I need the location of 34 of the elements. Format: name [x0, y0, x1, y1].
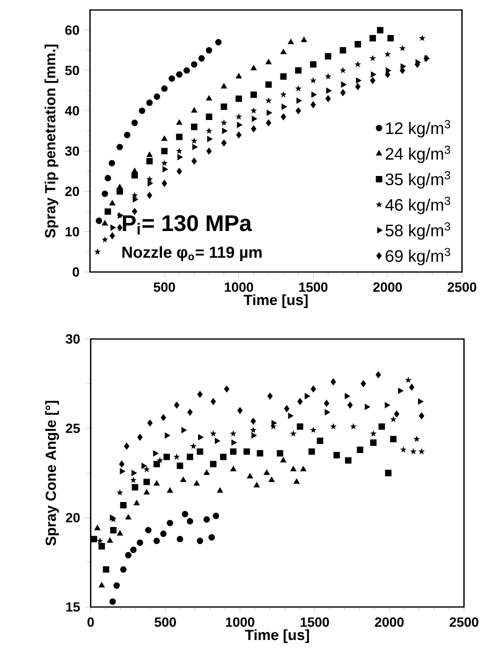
legend-label: 58 kg/m$^{3}$	[385, 222, 450, 240]
y-tick-label: 15	[66, 602, 80, 612]
annotation: Nozzle φ$_{o}$= 119 µm	[122, 246, 262, 262]
y-tick-label: 0	[72, 267, 79, 277]
x-tick-label: 500	[154, 617, 176, 627]
y-tick-label: 40	[64, 106, 79, 116]
x-tick-label: 2000	[373, 282, 402, 292]
y-tick-label: 20	[66, 512, 80, 522]
x-tick-label: 2000	[374, 617, 404, 627]
x-tick-label: 500	[154, 282, 175, 292]
x-tick-label: 2500	[448, 282, 476, 292]
legend-label: 35 kg/m$^{3}$	[385, 171, 450, 189]
y-tick-label: 10	[65, 226, 79, 236]
y-tick-label: 30	[64, 146, 79, 156]
x-tick-label: 0	[87, 617, 94, 627]
legend-label: 12 kg/m$^{3}$	[386, 120, 450, 138]
y-axis-title: Spray Cone Angle [°]	[45, 400, 59, 546]
x-tick-label: 1000	[224, 282, 253, 292]
x-axis-title: Time [us]	[244, 629, 309, 643]
y-tick-label: 30	[66, 334, 80, 344]
x-tick-label: 1500	[300, 617, 329, 627]
y-axis-title: Spray Tip penetration [mm.]	[44, 44, 58, 238]
annotation: P$_{i}$= 130 MPa	[122, 215, 252, 235]
x-tick-label: 1500	[299, 282, 328, 292]
x-tick-label: 1000	[226, 617, 254, 627]
x-tick-label: 2500	[450, 617, 478, 627]
y-tick-label: 50	[65, 66, 79, 76]
y-tick-label: 20	[65, 186, 79, 196]
legend-label: 24 kg/m$^{3}$	[386, 146, 450, 164]
y-tick-label: 25	[66, 424, 80, 434]
legend-label: 69 kg/m$^{3}$	[386, 248, 450, 266]
y-tick-label: 60	[65, 25, 79, 35]
legend-label: 46 kg/m$^{3}$	[385, 196, 450, 214]
x-axis-title: Time [us]	[244, 294, 308, 308]
